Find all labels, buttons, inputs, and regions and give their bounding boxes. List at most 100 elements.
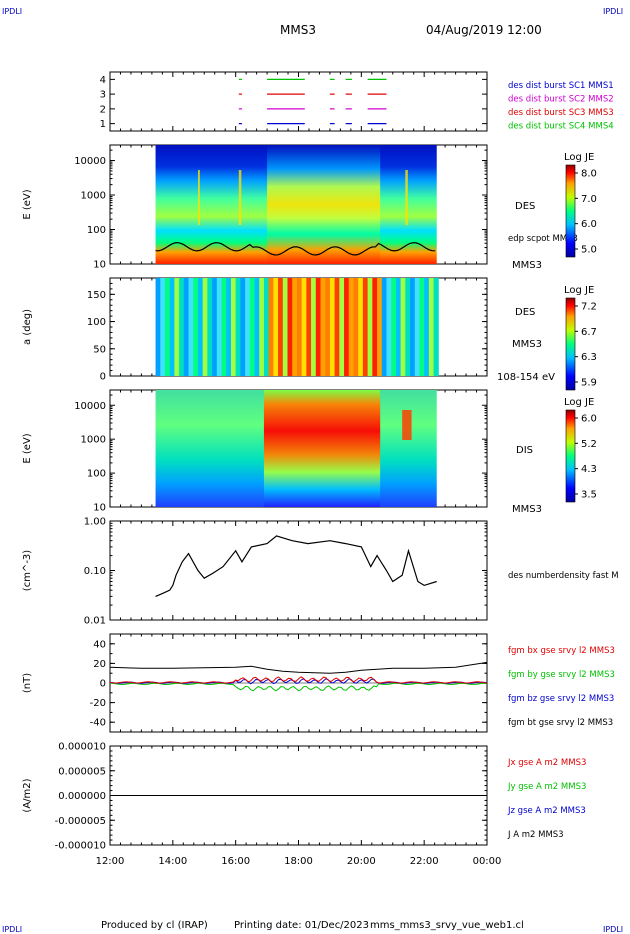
colorbar-tick-label: 4.3	[581, 464, 597, 475]
y-tick-label: 3	[100, 90, 106, 101]
y-tick-label: 10	[93, 260, 106, 271]
colorbar-tick-label: 6.7	[581, 327, 597, 338]
des-pitch-column	[278, 278, 284, 376]
des-energy-burst-stripe	[405, 170, 408, 225]
des-pitch-column	[329, 278, 336, 376]
panel-frame-4	[109, 520, 488, 621]
y-tick-label: 10000	[74, 156, 106, 167]
colorbar-1	[565, 164, 576, 258]
des-pitch-column	[325, 278, 331, 376]
des-pitch-column	[207, 278, 213, 376]
y-tick-label: 10	[93, 503, 106, 514]
des-pitch-column	[395, 278, 402, 376]
y-tick-label: 50	[93, 344, 106, 355]
des-pitch-column	[428, 278, 435, 376]
des-pitch-column	[254, 278, 260, 376]
des-pitch-side-label2: MMS3	[512, 339, 542, 350]
des-pitch-column	[400, 278, 406, 376]
footer-filename: mms_mms3_srvy_vue_web1.cl	[370, 920, 524, 931]
des-pitch-column	[268, 278, 274, 376]
des-pitch-column	[179, 278, 185, 376]
colorbar-tick-label: 3.5	[581, 490, 597, 501]
des-pitch-column	[164, 278, 171, 376]
des-pitch-column	[414, 278, 420, 376]
time-tick-label: 16:00	[221, 856, 250, 867]
y-tick-label: 0.000005	[58, 766, 106, 777]
fgm-legend-2: fgm bz gse srvy l2 MMS3	[508, 694, 614, 704]
fgm-bt-line	[109, 661, 488, 674]
time-tick-label: 14:00	[158, 856, 187, 867]
y-tick-label: 100	[87, 469, 106, 480]
des-pitch-column	[311, 278, 317, 376]
des-pitch-column	[287, 278, 293, 376]
y-tick-label: 10000	[74, 401, 106, 412]
colorbar-2	[565, 297, 576, 391]
current-legend-0: Jx gse A m2 MMS3	[507, 758, 586, 768]
corner-label-top-right: IPDLI	[603, 7, 623, 16]
des-pitch-column	[419, 278, 425, 376]
colorbar-tick-label: 5.9	[581, 378, 597, 389]
colorbar-tick-label: 7.2	[581, 302, 597, 313]
des-pitch-column	[377, 278, 383, 376]
colorbar-tick-label: 6.0	[581, 219, 597, 230]
des-pitch-column	[334, 278, 340, 376]
des-pitch-column	[372, 278, 378, 376]
colorbar-tick-label: 6.3	[581, 352, 597, 363]
dis-energy-hot-region	[263, 390, 381, 507]
y-tick-label: -0.000005	[55, 816, 106, 827]
legend-burst-0: des dist burst SC1 MMS1	[508, 81, 614, 91]
des-pitch-column	[230, 278, 237, 376]
des-pitch-column	[320, 278, 326, 376]
des-pitch-column	[315, 278, 321, 376]
y-tick-label: 150	[87, 290, 106, 301]
colorbar-tick-label: 7.0	[581, 194, 597, 205]
current-legend-1: Jy gse A m2 MMS3	[507, 782, 586, 792]
y-axis-label-2: a (deg)	[22, 309, 33, 345]
density-line	[155, 535, 437, 597]
fgm-legend-0: fgm bx gse srvy l2 MMS3	[508, 646, 615, 656]
des-pitch-column	[202, 278, 208, 376]
y-axis-label-5: (nT)	[22, 673, 33, 693]
y-tick-label: 0.01	[84, 616, 106, 627]
time-tick-label: 20:00	[347, 856, 376, 867]
des-energy-hot-region	[267, 145, 381, 264]
y-tick-label: 0	[100, 679, 106, 690]
des-pitch-column	[348, 278, 354, 376]
y-axis-label-6: (A/m2)	[22, 778, 33, 812]
des-pitch-column	[424, 278, 430, 376]
des-pitch-column	[160, 278, 166, 376]
colorbar-title-1: Log JE	[564, 152, 594, 163]
des-energy-burst-stripe	[197, 170, 200, 225]
y-tick-label: 1000	[81, 191, 106, 202]
des-pitch-column	[259, 278, 265, 376]
des-pitch-side-label: DES	[515, 307, 535, 318]
dis-energy-spectrogram	[155, 390, 437, 507]
des-pitch-column	[296, 278, 303, 376]
y-tick-label: 2	[100, 104, 106, 115]
des-pitch-column	[358, 278, 364, 376]
des-pitch-column	[263, 278, 270, 376]
dis-energy-side-label: DIS	[516, 445, 533, 456]
colorbar-title-3: Log JE	[564, 397, 594, 408]
y-tick-label: 0.000000	[58, 791, 106, 802]
des-pitch-column	[367, 278, 373, 376]
des-pitch-column	[433, 278, 439, 376]
des-pitch-column	[410, 278, 416, 376]
des-pitch-column	[339, 278, 345, 376]
y-tick-label: 0.000010	[58, 742, 106, 753]
fgm-legend-1: fgm by gse srvy l2 MMS3	[508, 670, 615, 680]
fgm-component-line	[109, 676, 488, 684]
y-tick-label: 0.10	[84, 566, 106, 577]
footer-produced-by: Produced by cl (IRAP)	[101, 920, 208, 931]
corner-label-bottom-left: IPDLI	[2, 925, 22, 934]
fgm-component-line	[110, 682, 488, 692]
y-tick-label: 40	[93, 639, 106, 650]
des-energy-spectrogram	[155, 145, 437, 264]
time-tick-label: 00:00	[473, 856, 502, 867]
des-pitch-column	[226, 278, 232, 376]
y-axis-label-4: (cm^-3)	[22, 550, 33, 591]
des-pitch-column	[188, 278, 194, 376]
density-legend: des numberdensity fast M	[508, 571, 619, 581]
des-pitch-column	[169, 278, 175, 376]
